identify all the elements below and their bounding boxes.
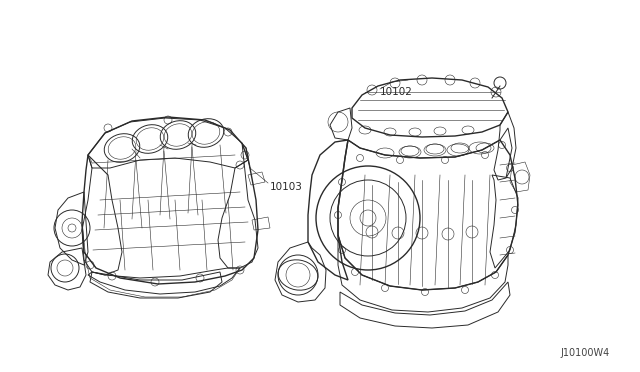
- Text: 10102: 10102: [380, 87, 413, 97]
- Text: J10100W4: J10100W4: [561, 348, 610, 358]
- Text: 10103: 10103: [270, 182, 303, 192]
